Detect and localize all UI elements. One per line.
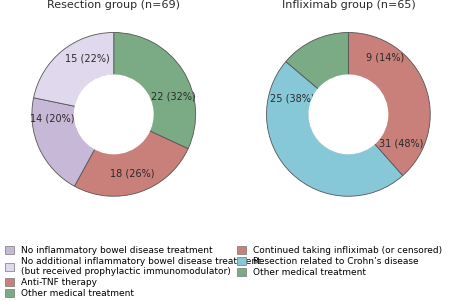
Wedge shape	[286, 33, 348, 89]
Circle shape	[309, 75, 388, 154]
Legend: No inflammatory bowel disease treatment, No additional inflammatory bowel diseas: No inflammatory bowel disease treatment,…	[5, 246, 261, 298]
Wedge shape	[266, 62, 403, 196]
Circle shape	[74, 75, 153, 154]
Title: Resection group (n=69): Resection group (n=69)	[47, 0, 180, 10]
Wedge shape	[32, 98, 95, 186]
Wedge shape	[114, 33, 196, 149]
Text: 31 (48%): 31 (48%)	[379, 138, 424, 148]
Text: 22 (32%): 22 (32%)	[151, 92, 196, 101]
Wedge shape	[348, 33, 430, 176]
Text: 9 (14%): 9 (14%)	[366, 52, 404, 62]
Text: 14 (20%): 14 (20%)	[30, 113, 74, 123]
Wedge shape	[34, 33, 114, 106]
Text: 15 (22%): 15 (22%)	[65, 54, 110, 64]
Title: Infliximab group (n=65): Infliximab group (n=65)	[282, 0, 415, 10]
Text: 25 (38%): 25 (38%)	[270, 93, 315, 103]
Text: 18 (26%): 18 (26%)	[109, 168, 154, 178]
Wedge shape	[74, 131, 188, 196]
Legend: Continued taking infliximab (or censored), Resection related to Crohn’s disease,: Continued taking infliximab (or censored…	[237, 246, 442, 277]
